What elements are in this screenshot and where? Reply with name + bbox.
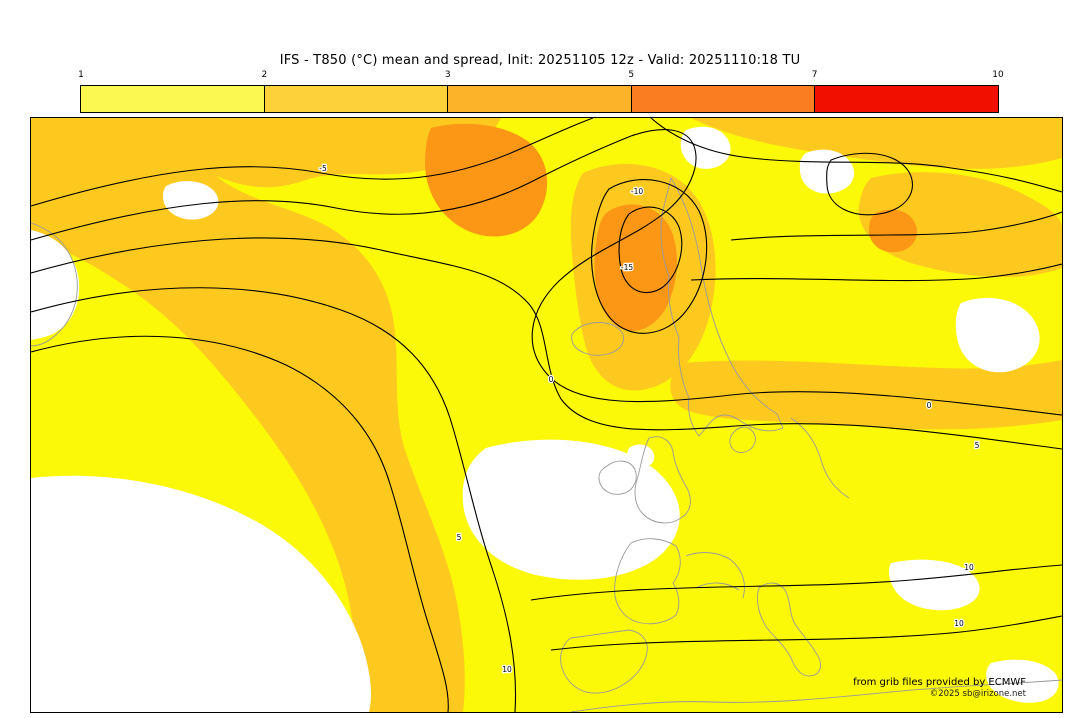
contour-label: 10 <box>954 619 964 628</box>
weather-map: -5 -10 -15 0 0 5 5 10 10 10 from grib fi… <box>30 117 1063 713</box>
chart-title: IFS - T850 (°C) mean and spread, Init: 2… <box>279 53 801 68</box>
attribution-line-2: ©2025 sb@irizone.net <box>929 688 1026 699</box>
attribution-line-1: from grib files provided by ECMWF <box>853 676 1026 688</box>
colorbar-segment <box>631 86 816 112</box>
contour-label: 0 <box>549 375 554 384</box>
colorbar <box>80 85 999 113</box>
attribution: from grib files provided by ECMWF ©2025 … <box>853 676 1026 700</box>
contour-label: 5 <box>975 441 980 450</box>
spread-level0-layer <box>31 126 1059 712</box>
contour-label: 0 <box>927 401 932 410</box>
contour-label: -15 <box>621 263 633 272</box>
contour-label: -5 <box>319 164 327 173</box>
colorbar-tick: 2 <box>261 70 268 80</box>
colorbar-segment <box>815 86 998 112</box>
contour-label-layer: -5 -10 -15 0 0 5 5 10 10 10 <box>318 163 981 675</box>
coastline-layer <box>31 177 1062 712</box>
contour-label: 5 <box>457 533 462 542</box>
colorbar-segment <box>81 86 265 112</box>
contour-label: 10 <box>964 563 974 572</box>
colorbar-segment <box>448 86 632 112</box>
colorbar-tick: 10 <box>992 70 1004 80</box>
map-svg: -5 -10 -15 0 0 5 5 10 10 10 <box>31 118 1062 712</box>
colorbar-segment <box>264 86 449 112</box>
colorbar-tick: 7 <box>811 70 818 80</box>
isotherm-layer <box>31 118 1062 712</box>
colorbar-tick: 5 <box>628 70 635 80</box>
contour-label: -10 <box>631 187 643 196</box>
colorbar-tick: 1 <box>78 70 84 80</box>
colorbar-ticks: 1 2 3 5 7 10 <box>78 70 1004 82</box>
contour-label: 10 <box>502 665 512 674</box>
colorbar-tick: 3 <box>444 70 451 80</box>
